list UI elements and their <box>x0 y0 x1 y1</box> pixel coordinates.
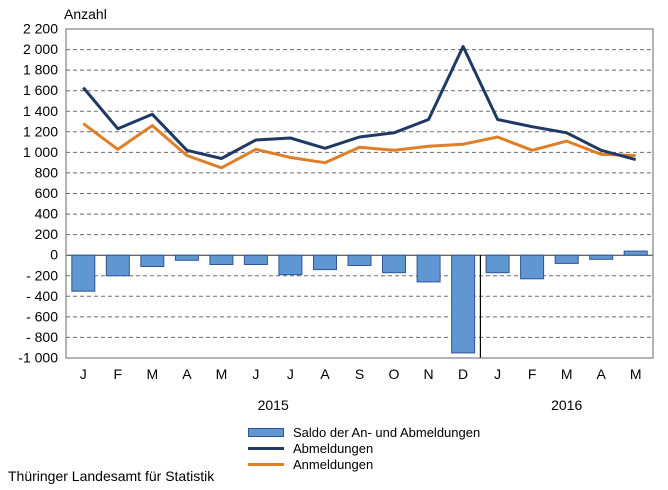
y-tick-label: 800 <box>35 164 59 180</box>
line-abmeldungen <box>82 45 637 162</box>
y-axis-title: Anzahl <box>64 6 107 22</box>
y-tick-label: -1 000 <box>18 350 58 366</box>
y-tick-label: 1 200 <box>23 123 58 139</box>
bar-saldo <box>140 254 165 267</box>
legend-line-swatch <box>248 463 284 466</box>
x-tick-label: J <box>287 366 294 382</box>
bar-saldo <box>174 254 199 261</box>
legend-item: Saldo der An- und Abmeldungen <box>248 425 481 440</box>
y-tick-label: 1 400 <box>23 103 58 119</box>
y-tick-label: 1 600 <box>23 82 58 98</box>
bar-saldo <box>485 254 510 274</box>
legend-line-swatch <box>248 447 284 450</box>
y-tick-label: 2 000 <box>23 41 58 57</box>
bar-saldo <box>382 254 406 274</box>
plot-frame <box>65 28 654 359</box>
chart-plot-area: 2 200 2 000 1 800 1 600 1 400 1 200 1 000 800 60… <box>18 21 654 413</box>
y-tick-label: 600 <box>35 185 59 201</box>
line-anmeldungen <box>82 122 636 170</box>
bar-saldo <box>451 254 476 354</box>
chart-legend: Saldo der An- und Abmeldungen Abmeldungen… <box>248 425 481 472</box>
x-tick-label: S <box>355 366 364 382</box>
year-label: 2016 <box>551 397 582 413</box>
x-tick-label: M <box>146 366 158 382</box>
x-tick-label: J <box>80 366 87 382</box>
y-tick-label: 2 200 <box>23 21 58 37</box>
y-tick-label: 0 <box>50 247 58 263</box>
x-tick-label: A <box>597 366 607 382</box>
x-tick-label: M <box>630 366 642 382</box>
x-tick-label: J <box>494 366 501 382</box>
legend-item: Abmeldungen <box>248 441 480 456</box>
bar-saldo <box>209 254 234 265</box>
y-tick-label: - 400 <box>26 288 58 304</box>
bar-saldo <box>105 254 130 277</box>
bar-saldo <box>243 254 268 265</box>
x-tick-label: O <box>389 366 400 382</box>
plot-background <box>66 29 653 358</box>
x-tick-label: F <box>528 366 537 382</box>
chart-svg: 2 200 2 000 1 800 1 600 1 400 1 200 1 000 800 60… <box>18 21 654 413</box>
x-tick-label: A <box>320 366 330 382</box>
legend-bar-swatch <box>248 428 284 437</box>
y-tick-label: - 800 <box>26 329 58 345</box>
source-attribution: Thüringer Landesamt für Statistik <box>8 468 215 484</box>
x-tick-label: D <box>458 366 468 382</box>
bar-saldo <box>623 250 648 256</box>
x-tick-label: M <box>561 366 573 382</box>
bar-saldo <box>416 254 441 283</box>
x-tick-label: J <box>252 366 259 382</box>
year-label: 2015 <box>258 397 289 413</box>
y-tick-label: 200 <box>35 226 59 242</box>
bar-saldo <box>313 254 337 271</box>
legend-label: Anmeldungen <box>293 457 374 472</box>
legend-label: Saldo der An- und Abmeldungen <box>293 425 481 440</box>
y-tick-label: 400 <box>35 206 59 222</box>
x-tick-label: F <box>114 366 123 382</box>
y-tick-label: 1 000 <box>23 144 58 160</box>
x-tick-label: N <box>424 366 434 382</box>
bar-saldo <box>71 254 96 292</box>
bar-saldo <box>520 254 545 280</box>
x-tick-label: A <box>182 366 192 382</box>
x-tick-label: M <box>216 366 228 382</box>
bar-saldo <box>278 254 303 276</box>
legend-label: Abmeldungen <box>293 441 374 456</box>
bar-saldo <box>589 254 614 260</box>
bar-saldo <box>347 254 372 266</box>
y-tick-label: 1 800 <box>23 62 58 78</box>
bar-saldo <box>554 254 579 264</box>
y-tick-label: - 200 <box>26 267 58 283</box>
legend-item: Anmeldungen <box>248 457 480 472</box>
y-tick-label: - 600 <box>26 308 58 324</box>
